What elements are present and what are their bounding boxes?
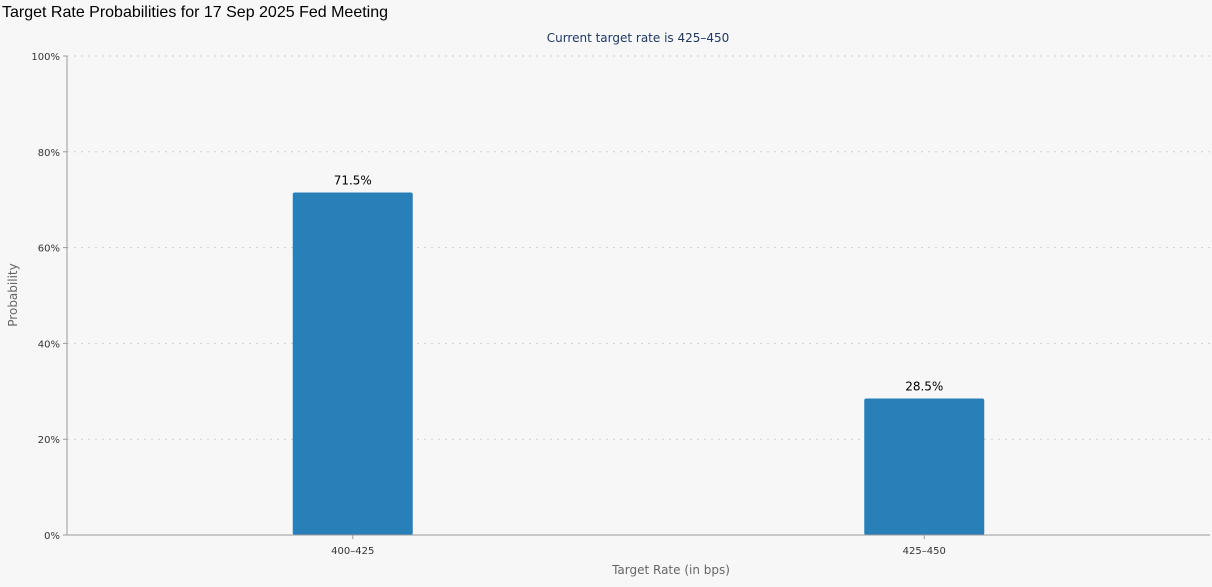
y-axis-title: Probability — [6, 263, 20, 326]
y-tick-label: 100% — [31, 52, 60, 63]
bar — [292, 192, 413, 535]
bars: 71.5% 28.5% — [292, 174, 985, 535]
y-tick-label: 80% — [38, 148, 60, 159]
y-tick-label: 20% — [38, 435, 60, 446]
x-axis-ticks: 400–425 425–450 — [331, 535, 946, 557]
y-tick-label: 0% — [44, 531, 60, 542]
page-title: Target Rate Probabilities for 17 Sep 202… — [2, 4, 389, 21]
y-tick-label: 60% — [38, 244, 60, 255]
bar-value-label: 71.5% — [334, 174, 372, 188]
x-tick-label: 400–425 — [331, 546, 374, 557]
gridlines — [67, 55, 1210, 440]
x-tick-label: 425–450 — [903, 546, 946, 557]
bar — [864, 398, 985, 535]
chart-subtitle: Current target rate is 425–450 — [547, 31, 730, 45]
x-axis-title: Target Rate (in bps) — [611, 563, 730, 577]
y-axis-ticks: 0% 20% 40% 60% 80% 100% — [31, 52, 67, 542]
bar-value-label: 28.5% — [905, 379, 943, 393]
y-tick-label: 40% — [38, 339, 60, 350]
